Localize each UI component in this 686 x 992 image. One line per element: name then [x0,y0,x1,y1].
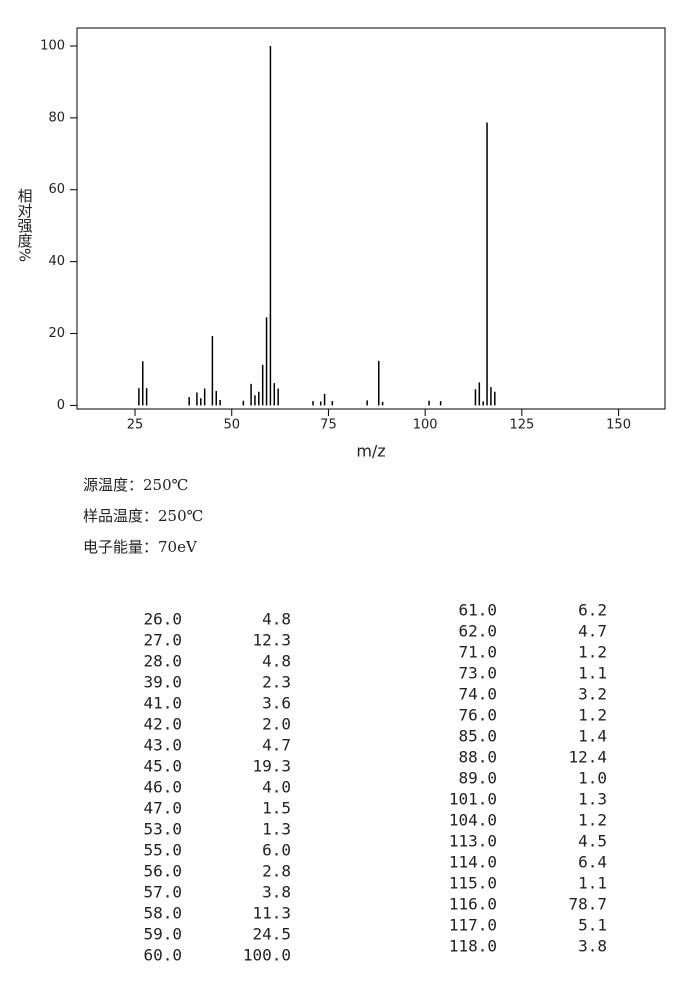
mz-cell: 115.0 [449,874,497,893]
plot-frame [76,27,666,410]
mz-cell: 88.0 [458,748,497,767]
intensity-cell: 100.0 [243,946,291,965]
x-tick-label: 75 [320,418,337,433]
mz-cell: 26.0 [143,610,182,629]
x-tick-label: 125 [509,418,534,433]
intensity-cell: 3.6 [262,694,291,713]
mz-cell: 117.0 [449,916,497,935]
mz-cell: 27.0 [143,631,182,650]
y-tick-label: 60 [48,182,65,197]
intensity-cell: 1.2 [578,643,607,662]
info-line: 电子能量：70eV [83,538,198,556]
intensity-cell: 2.3 [262,673,291,692]
intensity-cell: 1.2 [578,811,607,830]
intensity-cell: 4.5 [578,832,607,851]
mz-cell: 59.0 [143,925,182,944]
y-tick-label: 80 [48,110,65,125]
x-tick-label: 150 [606,418,631,433]
intensity-cell: 3.8 [578,937,607,956]
intensity-cell: 4.8 [262,610,291,629]
mz-cell: 39.0 [143,673,182,692]
mz-cell: 55.0 [143,841,182,860]
mz-cell: 46.0 [143,778,182,797]
mz-cell: 85.0 [458,727,497,746]
info-line: 源温度：250℃ [83,476,188,494]
mz-cell: 71.0 [458,643,497,662]
intensity-cell: 19.3 [252,757,291,776]
mz-cell: 57.0 [143,883,182,902]
intensity-cell: 1.5 [262,799,291,818]
mz-cell: 28.0 [143,652,182,671]
mz-cell: 60.0 [143,946,182,965]
intensity-cell: 1.3 [578,790,607,809]
mz-cell: 43.0 [143,736,182,755]
intensity-cell: 6.0 [262,841,291,860]
intensity-cell: 1.1 [578,664,607,683]
intensity-cell: 6.4 [578,853,607,872]
mz-cell: 104.0 [449,811,497,830]
x-tick-label: 50 [223,418,240,433]
mz-cell: 47.0 [143,799,182,818]
intensity-cell: 78.7 [568,895,607,914]
intensity-cell: 1.2 [578,706,607,725]
y-tick-label: 40 [48,254,65,269]
y-axis-label: 相对强度% [16,188,34,262]
intensity-cell: 11.3 [252,904,291,923]
mz-cell: 101.0 [449,790,497,809]
mz-cell: 61.0 [458,601,497,620]
y-tick-label: 100 [40,38,65,53]
mz-cell: 118.0 [449,937,497,956]
x-tick-label: 100 [413,418,438,433]
intensity-cell: 6.2 [578,601,607,620]
y-tick-label: 20 [48,326,65,341]
intensity-cell: 12.4 [568,748,607,767]
intensity-cell: 1.0 [578,769,607,788]
intensity-cell: 5.1 [578,916,607,935]
mz-cell: 73.0 [458,664,497,683]
mz-cell: 62.0 [458,622,497,641]
intensity-cell: 4.0 [262,778,291,797]
mz-cell: 116.0 [449,895,497,914]
intensity-cell: 1.1 [578,874,607,893]
mz-cell: 45.0 [143,757,182,776]
info-line: 样品温度：250℃ [83,507,203,525]
intensity-cell: 2.8 [262,862,291,881]
mz-cell: 113.0 [449,832,497,851]
intensity-cell: 4.7 [262,736,291,755]
intensity-cell: 2.0 [262,715,291,734]
y-tick-label: 0 [57,398,65,413]
intensity-cell: 4.7 [578,622,607,641]
x-axis-label: m/z [356,442,385,461]
x-tick-label: 25 [127,418,144,433]
intensity-cell: 1.4 [578,727,607,746]
intensity-cell: 1.3 [262,820,291,839]
intensity-cell: 4.8 [262,652,291,671]
mz-cell: 74.0 [458,685,497,704]
mz-cell: 42.0 [143,715,182,734]
mz-cell: 41.0 [143,694,182,713]
intensity-cell: 3.8 [262,883,291,902]
mz-cell: 76.0 [458,706,497,725]
intensity-cell: 24.5 [252,925,291,944]
mz-cell: 56.0 [143,862,182,881]
mz-cell: 114.0 [449,853,497,872]
mz-cell: 58.0 [143,904,182,923]
intensity-cell: 3.2 [578,685,607,704]
mz-cell: 53.0 [143,820,182,839]
intensity-cell: 12.3 [252,631,291,650]
mz-cell: 89.0 [458,769,497,788]
